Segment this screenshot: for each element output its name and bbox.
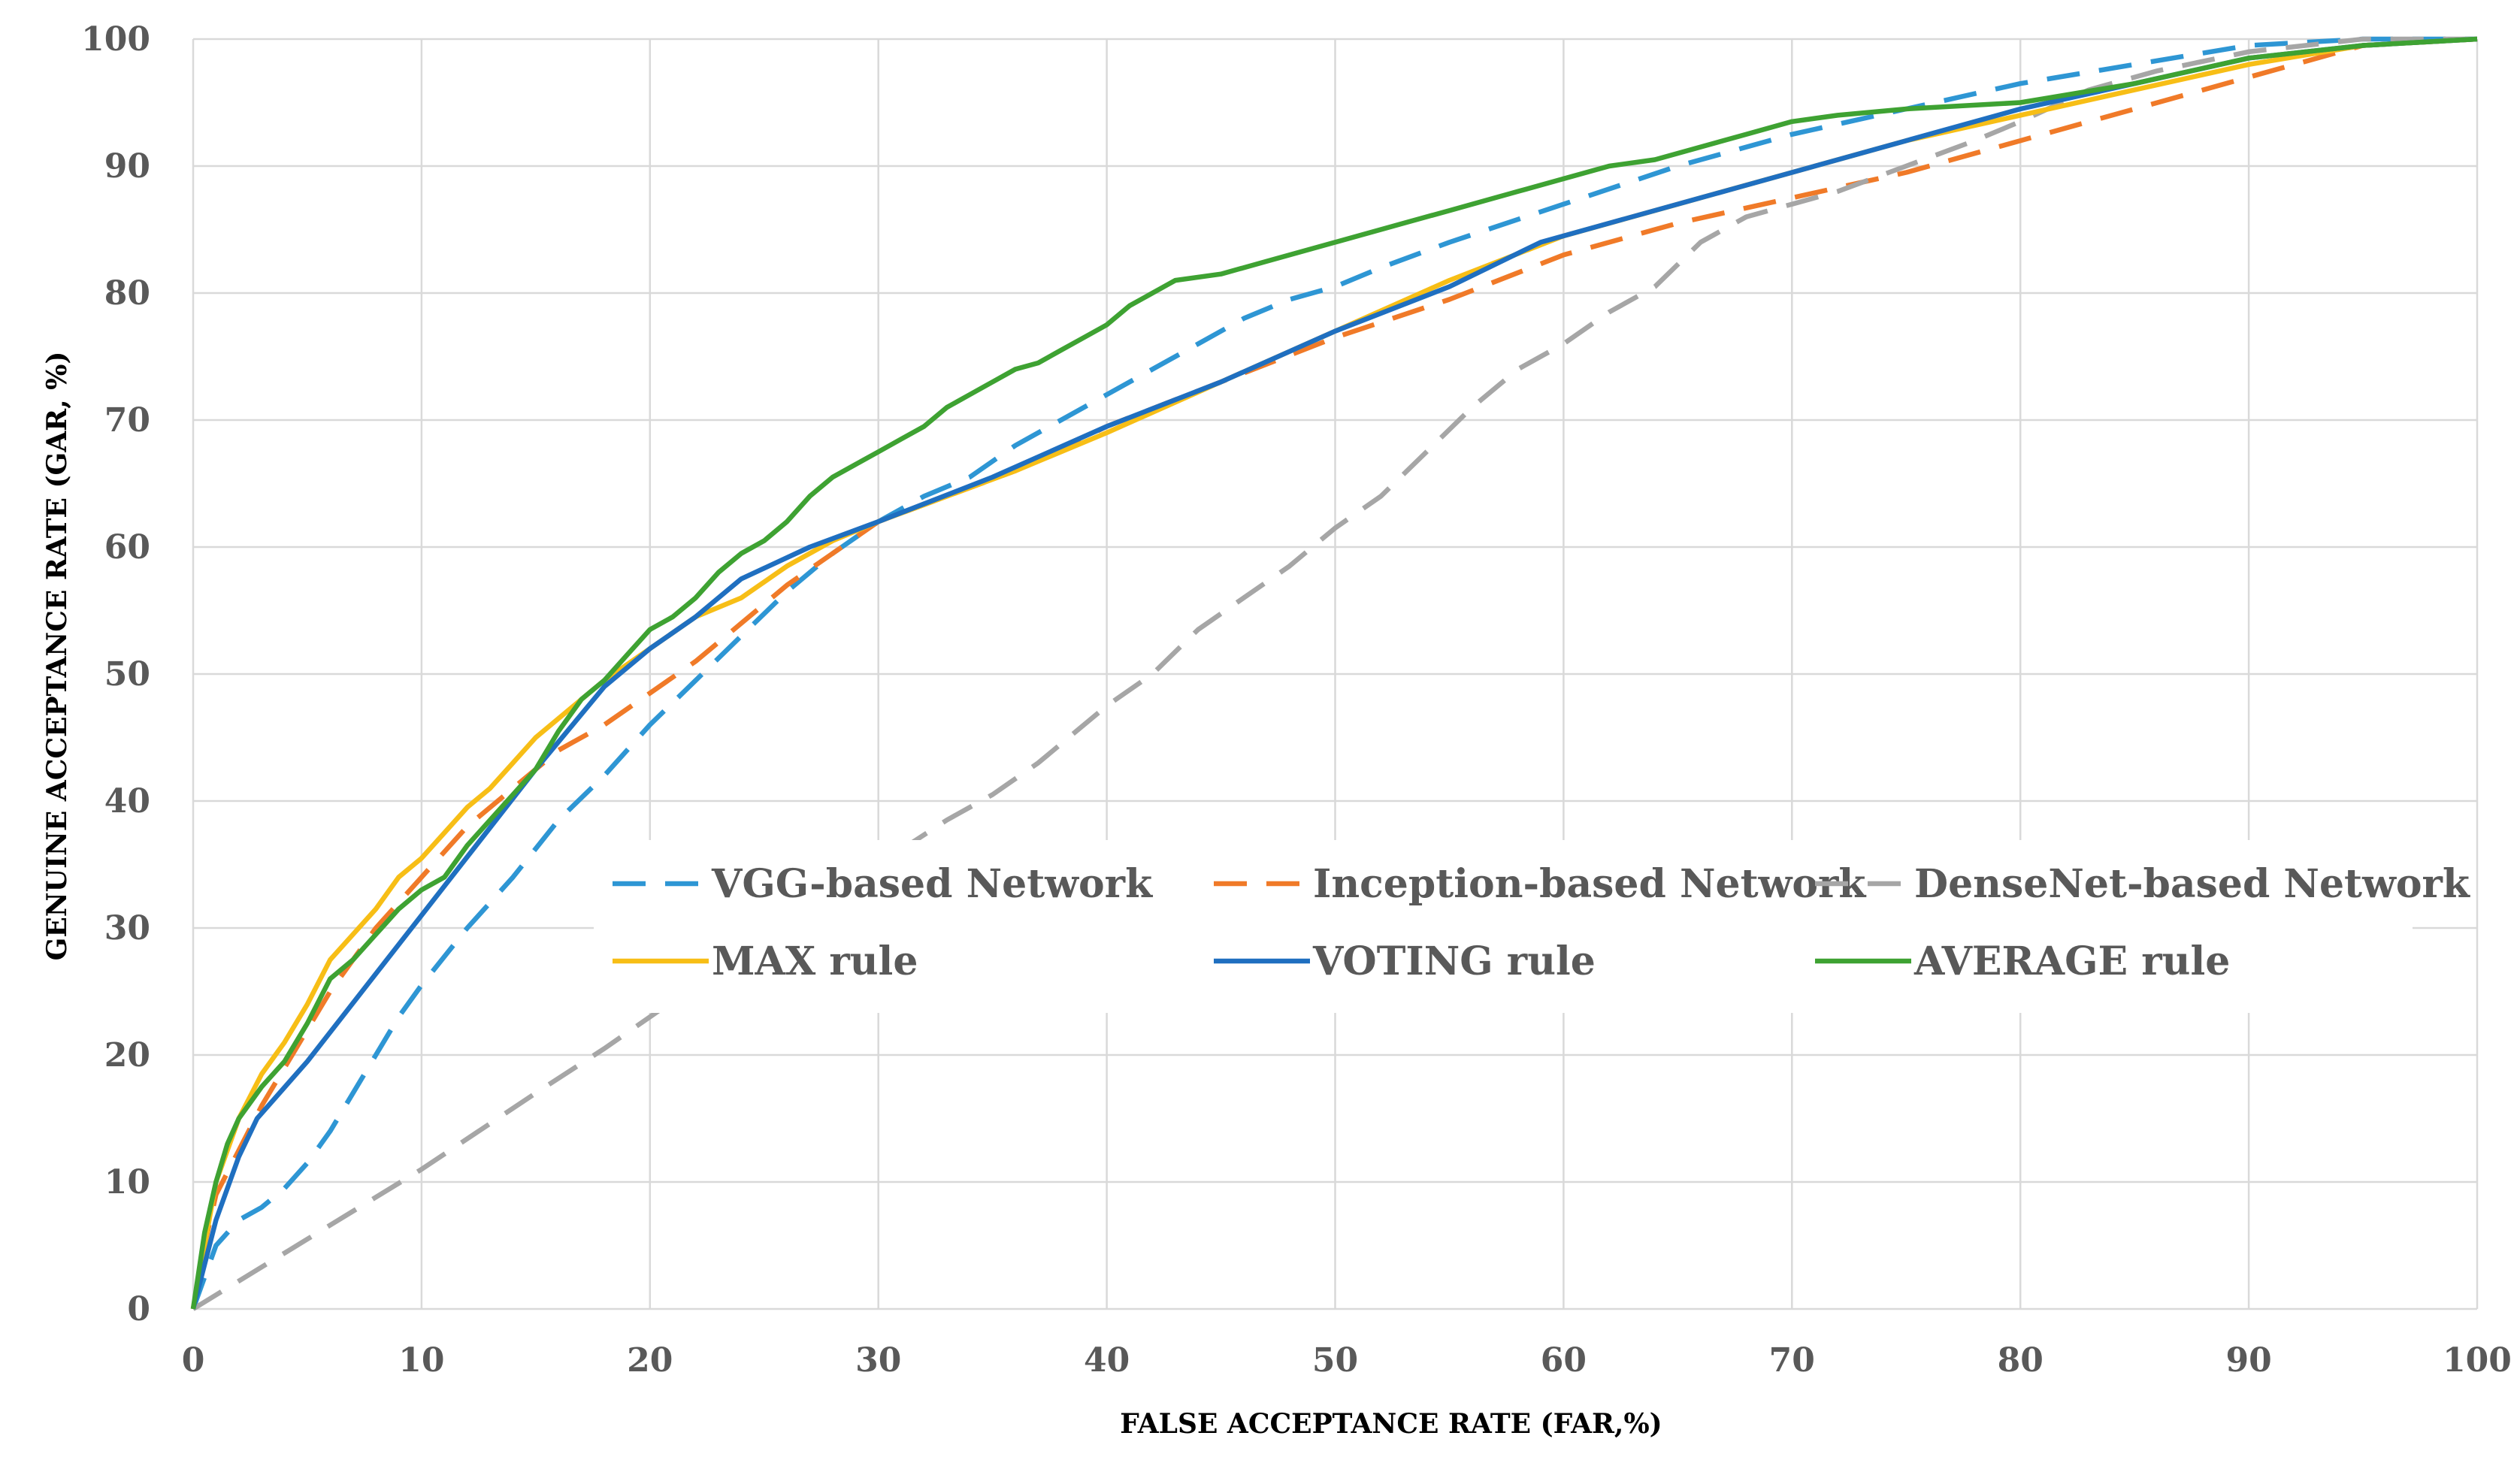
x-tick-label-80: 80	[1998, 1341, 2044, 1380]
y-tick-label-60: 60	[104, 528, 150, 567]
y-tick-label-100: 100	[81, 20, 150, 59]
x-tick-label-30: 30	[855, 1341, 901, 1380]
y-tick-label-10: 10	[104, 1163, 150, 1202]
legend-label-inception-based-network: Inception-based Network	[1313, 861, 1866, 907]
legend-label-average-rule: AVERAGE rule	[1913, 939, 2230, 984]
x-tick-label-100: 100	[2443, 1341, 2512, 1380]
y-tick-label-0: 0	[127, 1290, 150, 1328]
x-tick-label-70: 70	[1769, 1341, 1815, 1380]
legend-label-max-rule: MAX rule	[712, 939, 918, 984]
tick-labels: 0 10 20 30 40 50 60 70 80 90 100 0 10 20 30 40 50 60 70 80 9…	[81, 20, 2512, 1380]
legend-box	[594, 840, 2413, 1013]
grid	[192, 38, 2479, 1310]
legend: VGG-based Network Inception-based Network…	[594, 840, 2470, 1013]
series-line-voting-rule	[190, 36, 2478, 1310]
y-tick-label-80: 80	[104, 274, 150, 313]
y-tick-label-70: 70	[104, 401, 150, 440]
x-tick-label-90: 90	[2225, 1341, 2271, 1380]
y-axis-title: GENUINE ACCEPTANCE RATE (GAR, %)	[41, 352, 73, 961]
x-axis-title: FALSE ACCEPTANCE RATE (FAR,%)	[1120, 1408, 1662, 1440]
y-tick-label-40: 40	[104, 782, 150, 821]
x-tick-label-50: 50	[1312, 1341, 1358, 1380]
y-tick-label-20: 20	[104, 1036, 150, 1075]
series-line-average-rule	[190, 36, 2478, 1310]
x-tick-label-20: 20	[627, 1341, 673, 1380]
y-tick-label-50: 50	[104, 655, 150, 694]
x-tick-label-40: 40	[1084, 1341, 1130, 1380]
legend-label-densenet-based-network: DenseNet-based Network	[1914, 861, 2470, 907]
legend-label-voting-rule: VOTING rule	[1312, 939, 1596, 984]
y-tick-label-90: 90	[104, 147, 150, 186]
legend-label-vgg-based-network: VGG-based Network	[711, 861, 1153, 907]
series-line-inception-based-network	[190, 36, 2478, 1310]
series-line-vgg-based-network	[190, 36, 2477, 1310]
y-tick-label-30: 30	[104, 909, 150, 948]
x-tick-label-0: 0	[182, 1341, 205, 1380]
x-tick-label-60: 60	[1541, 1341, 1587, 1380]
x-tick-label-10: 10	[398, 1341, 444, 1380]
